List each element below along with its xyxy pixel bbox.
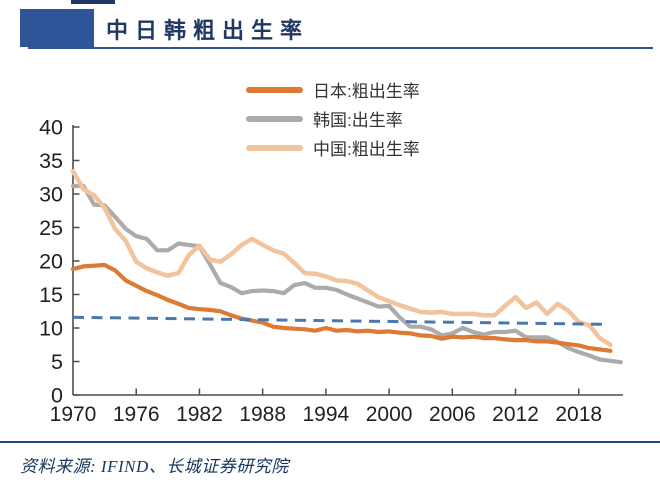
y-tick-label: 15 [39,283,63,307]
series-line-japan [70,262,613,353]
y-tick-label: 25 [39,216,63,240]
legend-label: 韩国:出生率 [313,111,403,130]
source-note: 资料来源: IFIND、长城证券研究院 [20,457,289,476]
page-title: 中日韩粗出生率 [106,18,310,43]
legend-line-swatch [246,115,303,122]
legend-item: 中国:粗出生率 [246,133,420,162]
x-tick-label: 2018 [555,403,602,426]
x-tick-label: 1970 [50,403,97,426]
series-line-korea [70,183,624,365]
y-tick-label: 30 [39,183,63,207]
x-tick-label: 1976 [113,403,160,426]
top-edge-accent-bar [71,0,115,4]
y-tick-label: 40 [39,116,63,140]
legend-item: 日本:粗出生率 [246,75,420,104]
legend-label: 中国:粗出生率 [313,140,420,159]
series-line-china [70,168,613,348]
x-tick-label: 2012 [492,403,539,426]
x-tick-label: 1988 [239,403,286,426]
x-tick-label: 1994 [303,403,350,426]
y-tick-label: 0 [51,384,63,408]
y-tick-label: 10 [39,317,63,341]
x-tick-label: 1982 [176,403,223,426]
legend-item: 韩国:出生率 [246,104,420,133]
x-tick-label: 2006 [429,403,476,426]
chart-legend: 日本:粗出生率 韩国:出生率 中国:粗出生率 [246,75,420,162]
legend-label: 日本:粗出生率 [313,82,420,101]
trend-dashed-line [72,315,606,326]
y-tick-label: 5 [51,350,63,374]
y-tick-label: 20 [39,250,63,274]
title-underline [28,47,653,49]
footer-divider-line [0,441,660,443]
legend-line-swatch [246,86,303,93]
legend-line-swatch [246,144,303,151]
x-tick-label: 2000 [366,403,413,426]
title-accent-block [20,9,94,47]
y-tick-label: 35 [39,149,63,173]
